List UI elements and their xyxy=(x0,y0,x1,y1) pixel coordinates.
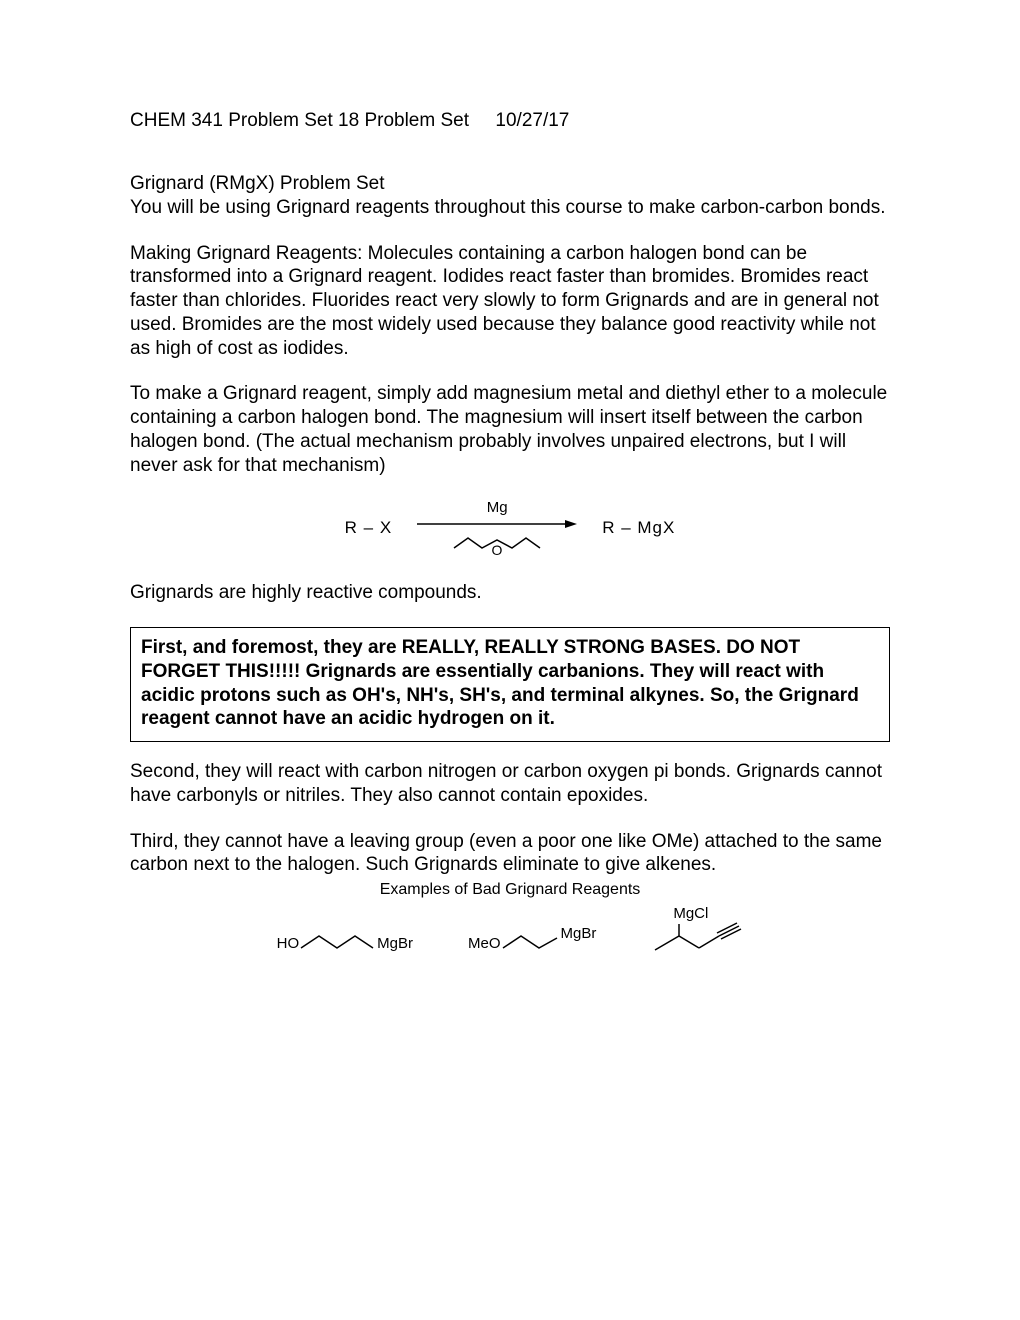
making-paragraph: Making Grignard Reagents: Molecules cont… xyxy=(130,242,890,361)
warning-callout: First, and foremost, they are REALLY, RE… xyxy=(130,627,890,742)
bad-examples-title: Examples of Bad Grignard Reagents xyxy=(130,881,890,899)
reaction-arrow-block: Mg O xyxy=(412,499,582,556)
reactive-line: Grignards are highly reactive compounds. xyxy=(130,581,890,605)
reactant-label: R – X xyxy=(345,518,393,538)
subtitle: Grignard (RMgX) Problem Set xyxy=(130,173,384,194)
procedure-paragraph: To make a Grignard reagent, simply add m… xyxy=(130,382,890,477)
mol3-alkyne-icon xyxy=(651,922,743,952)
document-page: CHEM 341 Problem Set 18 Problem Set 10/2… xyxy=(0,0,1020,1052)
third-paragraph: Third, they cannot have a leaving group … xyxy=(130,830,890,878)
document-date: 10/27/17 xyxy=(495,110,569,131)
intro-text: You will be using Grignard reagents thro… xyxy=(130,197,886,218)
course-title: CHEM 341 Problem Set 18 Problem Set xyxy=(130,110,469,131)
product-label: R – MgX xyxy=(602,518,675,538)
reaction-arrow-icon xyxy=(417,518,577,530)
mol2-left-label: MeO xyxy=(468,935,501,952)
arrow-top-label: Mg xyxy=(487,499,508,516)
intro-block: Grignard (RMgX) Problem Set You will be … xyxy=(130,172,890,220)
diethyl-ether-icon: O xyxy=(452,532,542,556)
document-header: CHEM 341 Problem Set 18 Problem Set 10/2… xyxy=(130,110,890,132)
mol1-right-label: MgBr xyxy=(377,935,413,952)
bad-molecule-2: MeO MgBr xyxy=(468,930,596,952)
bad-molecule-3: MgCl xyxy=(651,905,743,952)
bad-examples-row: HO MgBr MeO MgBr MgCl xyxy=(130,905,890,952)
bad-molecule-1: HO MgBr xyxy=(277,930,413,952)
ether-o-label: O xyxy=(492,542,503,556)
mol3-top-label: MgCl xyxy=(673,905,708,922)
mol2-chain-icon xyxy=(501,930,561,952)
reaction-scheme: R – X Mg O R – MgX xyxy=(130,499,890,556)
mol1-chain-icon xyxy=(299,930,377,952)
second-paragraph: Second, they will react with carbon nitr… xyxy=(130,760,890,808)
mol2-right-label: MgBr xyxy=(561,925,597,942)
mol1-left-label: HO xyxy=(277,935,300,952)
callout-text: First, and foremost, they are REALLY, RE… xyxy=(141,637,859,729)
